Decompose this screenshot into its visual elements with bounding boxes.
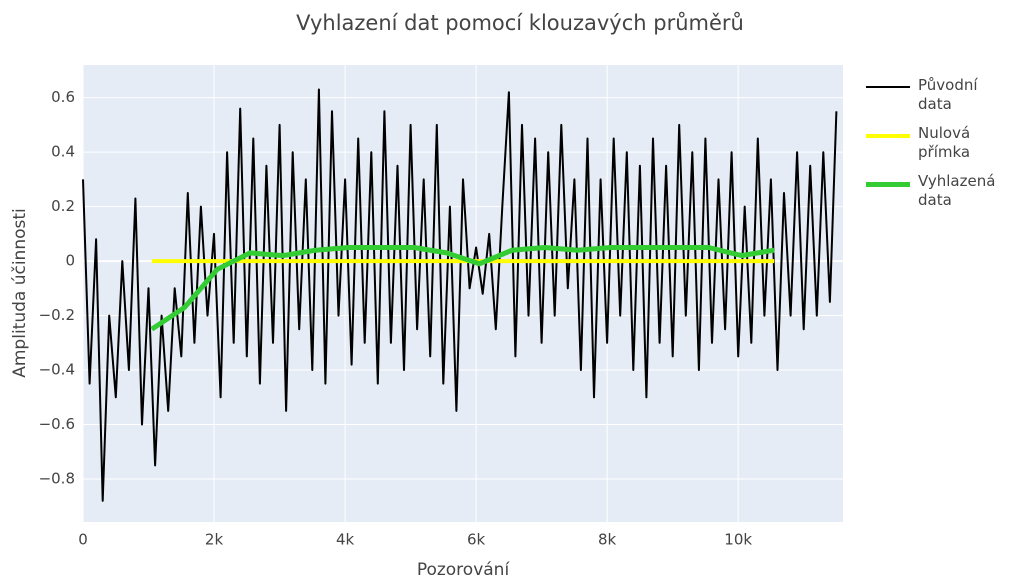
legend-item[interactable]: Původní data (866, 76, 1013, 114)
y-tick-label: −0.8 (39, 469, 75, 487)
x-tick-label: 10k (724, 531, 752, 549)
legend-label: Nulová přímka (918, 124, 971, 161)
series-line (150, 245, 775, 332)
x-tick-label: 4k (336, 531, 355, 549)
legend-swatch (866, 134, 910, 138)
y-tick-label: 0.2 (51, 197, 75, 215)
y-tick-label: 0.6 (51, 88, 75, 106)
y-tick-label: 0 (65, 252, 75, 270)
chart-title: Vyhlazení dat pomocí klouzavých průměrů (296, 11, 744, 35)
y-tick-label: −0.6 (39, 415, 75, 433)
legend-item[interactable]: Vyhlazená data (866, 172, 1013, 210)
x-tick-label: 2k (205, 531, 224, 549)
x-axis-title: Pozorování (417, 560, 511, 580)
legend-swatch (866, 182, 910, 187)
series-line (82, 88, 838, 502)
y-axis-title: Amplituda účinnosti (10, 208, 30, 378)
x-tick-label: 0 (78, 531, 88, 549)
x-tick-label: 6k (467, 531, 486, 549)
y-tick-label: 0.4 (51, 143, 75, 161)
legend-swatch (866, 86, 910, 88)
x-tick-label: 8k (598, 531, 617, 549)
y-tick-label: −0.4 (39, 361, 75, 379)
legend-item[interactable]: Nulová přímka (866, 124, 1013, 162)
y-tick-label: −0.2 (39, 306, 75, 324)
legend-label: Vyhlazená data (918, 172, 996, 209)
legend-label: Původní data (918, 76, 978, 113)
